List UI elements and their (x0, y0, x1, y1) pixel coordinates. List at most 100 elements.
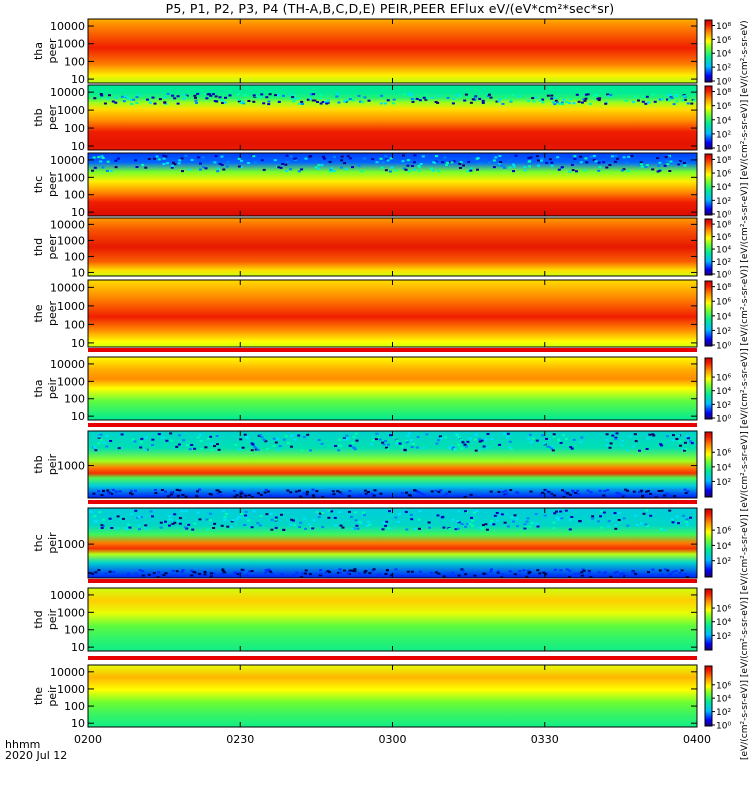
colorbar-tick-label: 10² (716, 327, 731, 337)
noise-speck (357, 572, 361, 575)
noise-speck (107, 493, 111, 495)
noise-speck (180, 510, 184, 513)
noise-speck (680, 569, 684, 572)
noise-speck (176, 520, 180, 523)
noise-speck (92, 492, 96, 495)
noise-speck (342, 438, 346, 441)
noise-speck (422, 96, 426, 99)
noise-speck (634, 440, 638, 443)
noise-speck (422, 447, 426, 449)
noise-speck (147, 158, 151, 160)
noise-speck (498, 443, 502, 446)
y-tick-label: 10000 (50, 86, 85, 99)
colorbar-tick-label: 10⁶ (716, 449, 731, 459)
noise-speck (452, 160, 456, 163)
noise-speck (460, 523, 464, 525)
noise-speck (173, 163, 177, 166)
noise-speck (233, 571, 237, 574)
noise-speck (213, 445, 216, 448)
colorbar-tick-label: 10² (716, 708, 731, 718)
noise-speck (681, 99, 685, 102)
noise-speck (546, 445, 550, 448)
spectrogram-image (88, 357, 697, 420)
panel-instrument-label: peir (46, 377, 59, 399)
noise-speck (448, 528, 452, 530)
noise-speck (588, 571, 592, 574)
noise-speck (352, 435, 356, 438)
noise-speck (105, 169, 109, 172)
noise-speck (481, 527, 484, 530)
noise-speck (407, 432, 411, 435)
noise-speck (605, 438, 609, 441)
noise-speck (637, 99, 640, 102)
noise-speck (274, 441, 278, 444)
noise-speck (116, 527, 120, 530)
noise-speck (439, 489, 443, 492)
noise-speck (347, 510, 351, 513)
noise-speck (473, 96, 477, 99)
noise-speck (586, 93, 590, 96)
noise-speck (346, 572, 350, 575)
colorbar-tick-label: 10⁶ (716, 102, 731, 112)
noise-speck (667, 155, 671, 158)
noise-speck (109, 170, 113, 173)
noise-speck (301, 102, 305, 105)
noise-speck (602, 494, 606, 497)
noise-speck (651, 93, 655, 96)
noise-speck (436, 101, 440, 104)
noise-speck (334, 445, 338, 447)
noise-speck (214, 155, 218, 158)
noise-speck (277, 94, 281, 97)
noise-speck (89, 511, 93, 513)
noise-speck (336, 92, 340, 95)
noise-speck (675, 515, 679, 518)
noise-speck (262, 168, 266, 171)
noise-speck (478, 440, 482, 443)
noise-speck (154, 492, 158, 494)
noise-speck (93, 97, 97, 100)
panel-probe-label: thb (32, 108, 45, 126)
noise-speck (473, 574, 477, 577)
noise-speck (617, 519, 621, 521)
noise-speck (383, 102, 387, 105)
noise-speck (205, 97, 209, 100)
noise-speck (346, 155, 350, 158)
noise-speck (460, 568, 464, 571)
noise-speck (436, 514, 440, 517)
noise-speck (199, 440, 203, 443)
noise-speck (253, 445, 257, 448)
noise-speck (597, 99, 601, 102)
noise-speck (240, 99, 244, 102)
noise-speck (570, 447, 574, 450)
noise-speck (418, 527, 421, 530)
noise-speck (406, 435, 410, 438)
noise-speck (97, 569, 101, 572)
noise-speck (239, 495, 243, 498)
noise-speck (394, 516, 398, 519)
noise-speck (673, 495, 677, 498)
noise-speck (429, 167, 433, 170)
noise-speck (221, 568, 225, 571)
noise-speck (508, 166, 512, 169)
noise-speck (318, 97, 322, 99)
noise-speck (216, 492, 220, 495)
noise-speck (598, 489, 602, 492)
date-label: 2020 Jul 12 (5, 749, 68, 762)
noise-speck (98, 511, 102, 514)
noise-speck (505, 436, 509, 439)
noise-speck (102, 518, 106, 521)
colorbar-tick-label: 10⁶ (716, 374, 731, 384)
noise-speck (592, 94, 596, 97)
noise-speck (493, 514, 497, 517)
noise-speck (93, 166, 97, 169)
colorbar (704, 431, 713, 498)
y-tick-label: 10000 (50, 154, 85, 167)
noise-speck (525, 520, 529, 523)
noise-speck (265, 495, 269, 498)
noise-speck (398, 442, 402, 445)
noise-speck (619, 573, 623, 575)
noise-speck (338, 438, 342, 441)
noise-speck (187, 523, 191, 526)
noise-speck (525, 575, 529, 578)
noise-speck (659, 496, 662, 499)
